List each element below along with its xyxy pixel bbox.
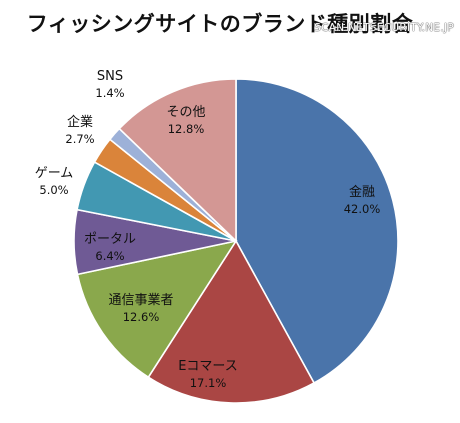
value-label: 42.0%: [344, 202, 381, 216]
category-label: Eコマース: [178, 359, 238, 374]
category-label: その他: [166, 105, 205, 120]
category-label: 通信事業者: [108, 292, 173, 308]
slice-label-portal: ポータル 6.4%: [84, 232, 136, 263]
slice-label-kinyu: 金融 42.0%: [344, 184, 381, 216]
value-label: 17.1%: [190, 376, 227, 390]
category-label: ゲーム: [35, 166, 74, 181]
pie-slice-kinyu: [235, 78, 399, 385]
value-label: 2.7%: [65, 132, 94, 146]
value-label: 1.4%: [95, 86, 124, 100]
pie-slice-sonota: [118, 78, 237, 243]
value-label: 12.8%: [168, 122, 205, 136]
pie-slice-ecommerce: [147, 239, 316, 404]
slice-label-sns: SNS 1.4%: [95, 69, 124, 100]
watermark: SCAN.NETSECURITY.NE.JP: [314, 22, 454, 34]
category-label: 金融: [349, 184, 375, 200]
slice-label-ecommerce: Eコマース 17.1%: [178, 359, 238, 390]
category-label: ポータル: [84, 232, 136, 247]
slice-label-kigyo: 企業 2.7%: [65, 114, 94, 146]
category-label: 企業: [67, 114, 93, 130]
pie-slice-tsushin: [76, 239, 238, 379]
category-label: SNS: [97, 69, 123, 84]
slice-label-sonota: その他 12.8%: [166, 105, 205, 136]
value-label: 12.6%: [123, 310, 160, 324]
slice-label-tsushin: 通信事業者 12.6%: [108, 292, 173, 324]
chart-title: フィッシングサイトのブランド種別割合: [26, 12, 414, 36]
value-label: 5.0%: [39, 183, 68, 197]
value-label: 6.4%: [95, 249, 124, 263]
slice-label-game: ゲーム 5.0%: [35, 166, 74, 197]
